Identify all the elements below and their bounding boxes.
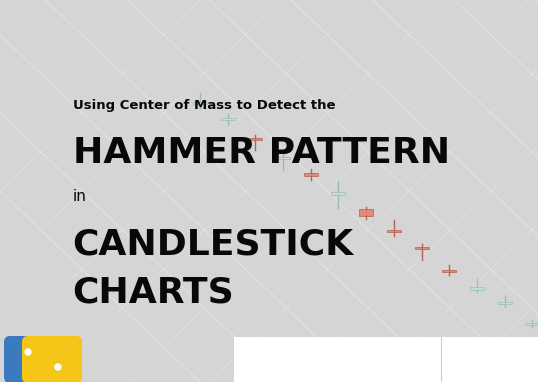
Bar [193, 102, 207, 104]
Text: Using Center of Mass to Detect the: Using Center of Mass to Detect the [73, 99, 335, 112]
Bar [525, 323, 538, 325]
FancyBboxPatch shape [4, 336, 64, 382]
Bar [221, 118, 235, 120]
Bar [331, 191, 345, 195]
Text: CHARTS: CHARTS [73, 275, 235, 309]
Circle shape [55, 364, 61, 370]
Bar [249, 138, 263, 140]
Bar [442, 270, 456, 272]
Text: in: in [73, 189, 87, 204]
Text: HAMMER PATTERN: HAMMER PATTERN [73, 136, 450, 170]
Circle shape [25, 349, 31, 355]
Text: CANDLESTICK: CANDLESTICK [73, 227, 354, 262]
Bar [359, 209, 373, 216]
FancyBboxPatch shape [22, 336, 82, 382]
Bar [415, 247, 429, 249]
Bar [304, 173, 318, 176]
Bar [234, 337, 538, 382]
Bar [498, 303, 512, 304]
Bar [276, 157, 290, 159]
Bar [470, 286, 484, 290]
Bar [387, 230, 401, 231]
